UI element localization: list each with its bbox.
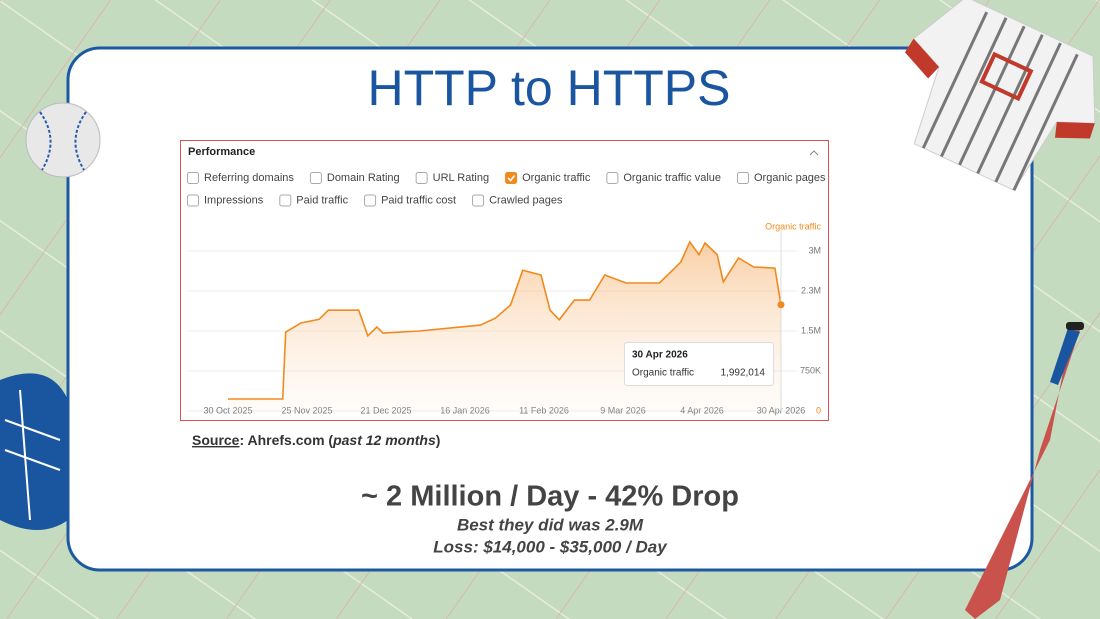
source-period: past 12 months (332, 432, 436, 448)
checkbox[interactable] (187, 172, 199, 184)
tooltip-value: 1,992,014 (721, 368, 766, 379)
y-tick-label: 2.3M (801, 285, 821, 295)
checkbox[interactable] (505, 172, 518, 184)
filter-label[interactable]: Impressions (204, 194, 264, 206)
tooltip (624, 342, 774, 386)
source-close: ) (436, 432, 441, 448)
source-site: : Ahrefs.com ( (239, 432, 333, 448)
tooltip-date: 30 Apr 2026 (632, 350, 688, 361)
panel-title: Performance (188, 146, 255, 158)
checkmark (507, 175, 516, 182)
filter-label[interactable]: Organic pages (754, 172, 826, 184)
glove (0, 373, 68, 530)
y-tick-label: 750K (800, 365, 821, 375)
headline: ~ 2 Million / Day - 42% Drop (361, 481, 739, 513)
filter-label[interactable]: Paid traffic (296, 194, 348, 206)
baseball (25, 102, 101, 178)
checkbox[interactable] (606, 172, 619, 184)
checkbox[interactable] (737, 172, 749, 184)
filter-label[interactable]: Organic traffic (522, 172, 591, 184)
note: Loss: $14,000 - $35,000 / Day (433, 537, 668, 556)
line (228, 240, 782, 400)
hover-point (777, 301, 785, 309)
checkbox[interactable] (309, 172, 322, 184)
filter-label[interactable]: Referring domains (204, 172, 294, 184)
filter-label[interactable]: Crawled pages (489, 194, 563, 206)
y-tick-label: 0 (816, 405, 821, 415)
y-tick-label: 1.5M (801, 325, 821, 335)
filter-label[interactable]: URL Rating (433, 172, 489, 184)
bat (965, 322, 1084, 619)
checkbox[interactable] (279, 194, 292, 207)
checkbox[interactable] (364, 194, 377, 207)
filter-label[interactable]: Domain Rating (327, 172, 400, 184)
slide-title: HTTP to HTTPS (367, 60, 730, 116)
jersey (905, 0, 1096, 191)
y-tick-label: 3M (808, 245, 821, 255)
filter-label[interactable]: Organic traffic value (623, 172, 721, 184)
source-label: Source (192, 432, 240, 448)
checkbox[interactable] (472, 194, 485, 207)
tooltip-series: Organic traffic (632, 368, 694, 379)
collapse-icon[interactable] (809, 150, 819, 156)
source-line: Source: Ahrefs.com (past 12 months) (192, 432, 440, 448)
checkbox[interactable] (187, 194, 199, 207)
y-axis-label: Organic traffic (765, 221, 821, 231)
filter-label[interactable]: Paid traffic cost (381, 194, 456, 206)
note: Best they did was 2.9M (457, 515, 644, 534)
checkbox[interactable] (415, 172, 428, 184)
